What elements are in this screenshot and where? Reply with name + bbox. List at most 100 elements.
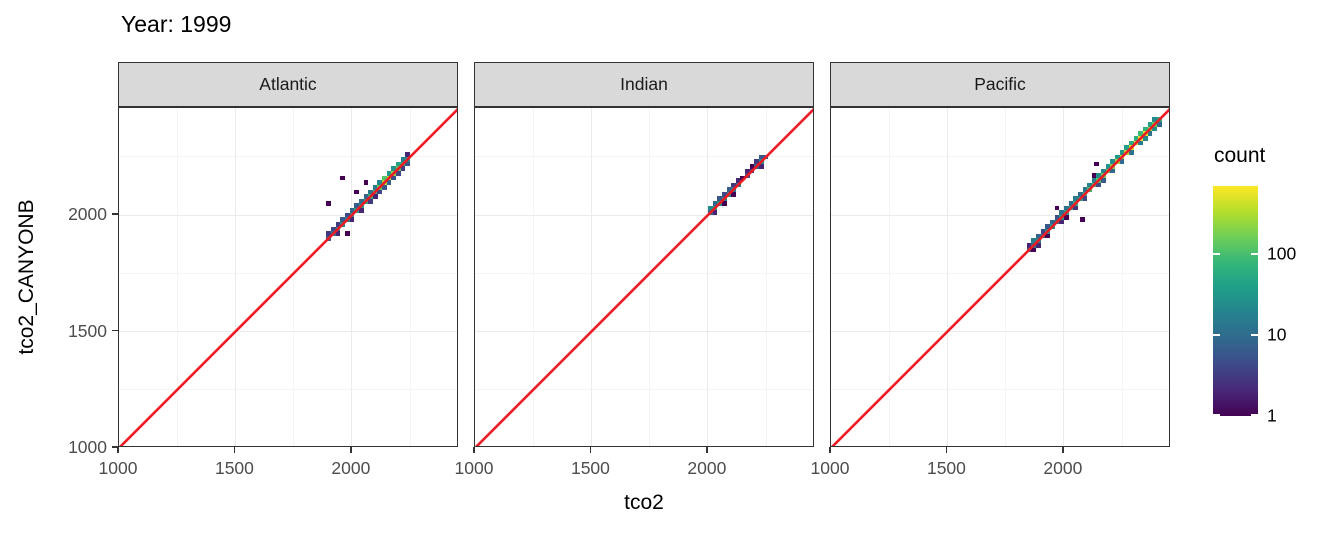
bin-cell: [1031, 247, 1036, 253]
bin-cell: [1059, 210, 1064, 216]
bin-cell: [712, 201, 718, 206]
colorbar-tick: [1251, 253, 1258, 256]
identity-line-layer: [119, 108, 457, 446]
bin-cell: [721, 201, 727, 206]
bin-cell: [735, 177, 741, 183]
bin-cell: [1105, 163, 1111, 169]
bin-cell: [1119, 149, 1125, 155]
gridline-major-x: [590, 108, 593, 446]
y-tick-mark: [112, 329, 118, 332]
gridline-minor-x: [1005, 108, 1007, 446]
bin-cell: [717, 196, 722, 202]
identity-line: [831, 108, 1169, 446]
bin-cell: [1077, 191, 1083, 197]
bin-cell: [1147, 121, 1153, 127]
bin-cell: [1094, 161, 1099, 167]
gridline-major-x: [234, 108, 237, 446]
bin-cell: [1080, 217, 1085, 223]
bin-cell: [1082, 187, 1088, 192]
bin-cell: [1082, 196, 1088, 202]
bin-cell: [1119, 159, 1125, 164]
facet-panel-pacific: [830, 107, 1170, 447]
x-tick-label: 1500: [926, 458, 966, 478]
gridline-minor-y: [475, 272, 813, 274]
gridline-major-y: [831, 330, 1169, 333]
bin-cell: [1129, 140, 1134, 146]
x-tick-label: 1500: [570, 458, 610, 478]
bin-cell: [368, 189, 373, 195]
gridline-minor-y: [475, 389, 813, 391]
bin-cell: [368, 198, 373, 204]
bin-cell: [372, 184, 378, 190]
bin-cell: [1031, 238, 1036, 244]
bin-cell: [363, 194, 369, 199]
x-tick-mark: [589, 447, 592, 453]
bin-cell: [377, 189, 383, 195]
x-tick-label: 2000: [687, 458, 727, 478]
colorbar-tick: [1251, 334, 1258, 337]
gridline-major-y: [831, 214, 1169, 216]
bin-cell: [1096, 173, 1102, 178]
bin-cell: [349, 217, 355, 223]
bin-cell: [754, 159, 760, 164]
bin-cell: [1157, 121, 1162, 127]
colorbar-tick: [1213, 253, 1220, 256]
bin-cell: [721, 191, 727, 197]
bin-cell: [1110, 168, 1116, 174]
bin-cell: [1138, 131, 1144, 136]
x-axis-title: tco2: [624, 491, 664, 514]
facet-strip-atlantic: Atlantic: [118, 62, 458, 107]
gridline-major-x: [946, 108, 949, 446]
bin-cell: [1115, 154, 1120, 160]
legend-colorbar: [1213, 186, 1258, 416]
x-tick-mark: [945, 447, 948, 453]
bin-cell: [1087, 182, 1092, 188]
bin-cell: [712, 210, 718, 216]
bin-cell: [1129, 149, 1134, 155]
facet-strip-label-indian: Indian: [620, 74, 668, 94]
bin-cell: [1133, 135, 1139, 141]
bin-cell: [340, 217, 345, 223]
bin-cell: [1096, 182, 1102, 188]
legend-tick-label: 10: [1267, 324, 1287, 345]
bin-cell: [1124, 145, 1130, 150]
bin-cell: [396, 161, 401, 167]
x-tick-label: 1000: [454, 458, 494, 478]
facet-strip-label-atlantic: Atlantic: [259, 74, 317, 94]
y-axis-title: tco2_CANYONB: [15, 199, 38, 355]
bin-cell: [749, 163, 755, 169]
bin-cell: [1063, 215, 1069, 220]
colorbar-tick: [1213, 334, 1220, 337]
bin-cell: [1054, 205, 1060, 211]
x-tick-label: 1500: [214, 458, 254, 478]
bin-cell: [1147, 131, 1153, 136]
bin-cell: [1110, 159, 1116, 164]
colorbar-tick: [1213, 414, 1220, 416]
plot-title: Year: 1999: [121, 11, 232, 37]
bin-cell: [707, 205, 713, 211]
gridline-minor-y: [119, 389, 457, 391]
bin-cell: [740, 175, 746, 181]
bin-cell: [1045, 233, 1050, 239]
y-tick-label: 1500: [68, 320, 107, 341]
identity-line-layer: [831, 108, 1169, 446]
x-tick-label: 2000: [331, 458, 371, 478]
bin-cell: [340, 175, 345, 181]
bin-cell: [1073, 205, 1078, 211]
bin-cell: [1040, 229, 1046, 234]
identity-line: [475, 108, 813, 446]
bin-cell: [391, 166, 397, 171]
bin-cell: [1073, 196, 1078, 202]
bin-cell: [363, 180, 369, 185]
y-tick-mark: [112, 446, 118, 448]
bin-cell: [1035, 233, 1041, 239]
bin-cell: [382, 184, 387, 190]
facet-strip-indian: Indian: [474, 62, 814, 107]
y-tick-mark: [112, 213, 118, 215]
gridline-minor-x: [532, 108, 534, 446]
gridline-minor-y: [119, 272, 457, 274]
gridline-minor-y: [119, 156, 457, 158]
bin-cell: [405, 161, 411, 167]
bin-cell: [354, 203, 359, 209]
